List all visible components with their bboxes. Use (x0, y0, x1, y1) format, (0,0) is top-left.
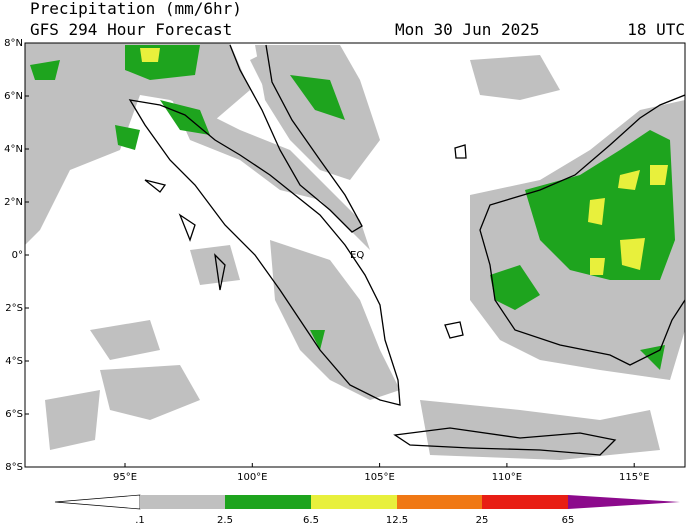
date: Mon 30 Jun 2025 (395, 20, 540, 39)
lat-label: 6°S (5, 409, 23, 420)
precip-heavy (140, 48, 668, 275)
colorbar-label: 25 (476, 515, 489, 525)
lat-label: 8°N (4, 38, 23, 49)
lon-label: 105°E (364, 472, 394, 483)
colorbar-label: .1 (135, 515, 145, 525)
lat-label: 4°N (4, 144, 23, 155)
lat-label: 0° (12, 250, 23, 261)
lon-label: 110°E (492, 472, 522, 483)
time: 18 UTC (627, 20, 685, 39)
lat-label: 8°S (5, 462, 23, 473)
equator-label: EQ (350, 250, 364, 261)
lat-label: 2°S (5, 303, 23, 314)
colorbar-label: 2.5 (217, 515, 233, 525)
coastlines (128, 44, 685, 456)
lat-label: 2°N (4, 197, 23, 208)
title: Precipitation (mm/6hr) (30, 0, 242, 18)
colorbar-label: 6.5 (303, 515, 319, 525)
lon-label: 115°E (619, 472, 649, 483)
colorbar-label: 65 (562, 515, 575, 525)
lon-label: 95°E (113, 472, 137, 483)
lat-label: 6°N (4, 91, 23, 102)
lat-label: 4°S (5, 356, 23, 367)
lon-label: 100°E (237, 472, 267, 483)
colorbar (54, 494, 680, 510)
subtitle: GFS 294 Hour Forecast (30, 20, 232, 39)
colorbar-label: 12.5 (386, 515, 408, 525)
map-area: EQ (24, 42, 686, 468)
